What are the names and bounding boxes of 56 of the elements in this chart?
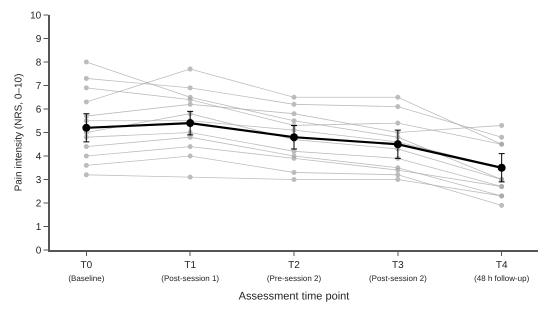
y-tick-label: 6	[36, 104, 42, 116]
point	[292, 170, 296, 175]
point	[292, 111, 296, 116]
x-tick-label: T1 (Post-session 1)	[161, 260, 220, 283]
y-tick-label: 7	[36, 81, 42, 92]
point	[188, 102, 193, 107]
point	[188, 85, 193, 90]
x-tick-label: T4 (48 h follow-up)	[474, 260, 530, 283]
y-tick-label: 8	[36, 58, 42, 68]
point	[292, 177, 296, 182]
point	[84, 172, 89, 178]
point	[188, 97, 193, 102]
point	[499, 193, 504, 198]
point	[395, 168, 400, 173]
point	[499, 184, 504, 190]
y-tick-label: 1	[36, 222, 42, 233]
point	[292, 156, 296, 161]
y-tick-label: 5	[36, 128, 42, 139]
point	[395, 172, 400, 178]
point	[292, 118, 296, 124]
point	[499, 134, 504, 140]
point	[188, 144, 193, 150]
point	[84, 154, 89, 158]
point	[188, 66, 193, 72]
point	[188, 154, 193, 158]
point	[84, 162, 89, 168]
point	[186, 119, 194, 128]
y-tick-label: 0	[36, 246, 42, 256]
point	[499, 142, 504, 147]
point	[394, 140, 402, 148]
point	[188, 174, 193, 180]
y-tick-label: 4	[36, 152, 42, 162]
x-tick-label: T0 (Baseline)	[68, 260, 105, 283]
point	[499, 122, 504, 128]
point	[84, 76, 89, 81]
point	[292, 94, 296, 100]
point	[84, 85, 89, 90]
point	[395, 94, 400, 100]
point	[395, 177, 400, 182]
x-axis-title: Assessment time point	[238, 290, 350, 302]
y-tick-label: 3	[36, 175, 42, 186]
x-tick-label: T3 (Post-session 2)	[368, 260, 428, 283]
point	[292, 102, 296, 107]
point	[84, 144, 89, 150]
point	[84, 60, 89, 64]
point	[499, 202, 504, 208]
point	[395, 104, 400, 110]
x-tick-label: T2 (Pre-session 2)	[266, 260, 322, 283]
point	[84, 99, 89, 104]
y-axis-title: Pain intensity (NRS, 0–10)	[14, 74, 25, 192]
y-tick-label: 9	[36, 34, 42, 45]
point	[82, 124, 90, 132]
point	[290, 133, 298, 142]
y-tick-label: 10	[30, 10, 42, 22]
y-tick-label: 2	[36, 198, 42, 210]
point	[395, 120, 400, 126]
